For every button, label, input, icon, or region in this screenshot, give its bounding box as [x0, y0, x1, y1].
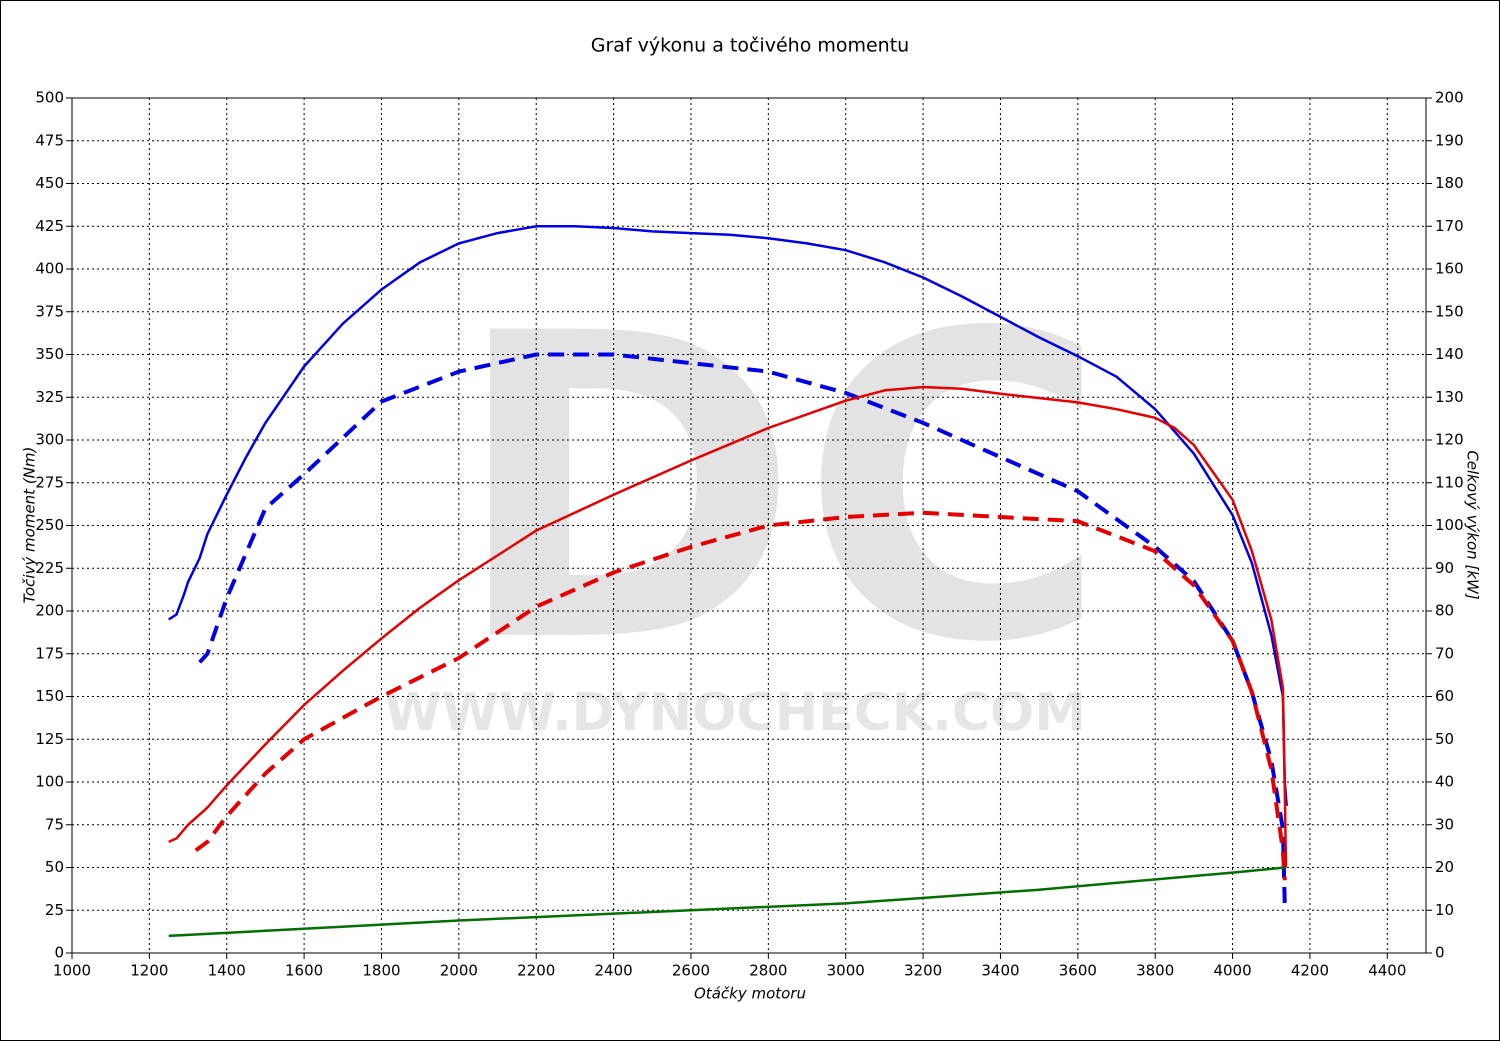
y-tick-label: 300 [35, 431, 64, 449]
y2-tick-label: 190 [1435, 131, 1464, 149]
y2-tick-label: 10 [1435, 901, 1454, 919]
y2-tick-label: 20 [1435, 858, 1454, 876]
y2-tick-label: 50 [1435, 730, 1454, 748]
x-tick-label: 3400 [981, 962, 1019, 980]
x-tick-label: 2000 [440, 962, 478, 980]
y-tick-label: 250 [35, 516, 64, 534]
y2-tick-label: 170 [1435, 217, 1464, 235]
series-line [198, 352, 1287, 907]
y-tick-label: 25 [45, 901, 64, 919]
watermark-logo: DC [452, 246, 1109, 735]
y2-tick-label: 130 [1435, 388, 1464, 406]
y2-tick-label: 70 [1435, 644, 1454, 662]
y-tick-label: 375 [35, 302, 64, 320]
x-tick-label: 3000 [827, 962, 865, 980]
y2-tick-label: 30 [1435, 815, 1454, 833]
y-tick-label: 225 [35, 559, 64, 577]
y2-tick-label: 60 [1435, 687, 1454, 705]
series-line [168, 866, 1285, 938]
x-axis-label: Otáčky motoru [694, 985, 806, 1003]
y2-tick-label: 120 [1435, 431, 1464, 449]
y-axis-label: Točivý moment (Nm) [21, 447, 39, 604]
y-tick-label: 75 [45, 815, 64, 833]
plot-border [71, 97, 1427, 954]
x-tick-label: 2400 [595, 962, 633, 980]
y-tick-label: 325 [35, 388, 64, 406]
x-tick-label: 1000 [53, 962, 91, 980]
y2-tick-label: 160 [1435, 260, 1464, 278]
y-tick-label: 450 [35, 174, 64, 192]
x-tick-label: 1600 [285, 962, 323, 980]
x-tick-label: 4200 [1291, 962, 1329, 980]
series-line [194, 510, 1287, 881]
y2-tick-label: 80 [1435, 602, 1454, 620]
y-tick-label: 175 [35, 644, 64, 662]
y-tick-label: 150 [35, 687, 64, 705]
x-tick-label: 4400 [1368, 962, 1406, 980]
series-line [168, 225, 1288, 806]
y2-tick-label: 90 [1435, 559, 1454, 577]
x-tick-label: 2600 [672, 962, 710, 980]
y-tick-label: 50 [45, 858, 64, 876]
x-tick-label: 2800 [749, 962, 787, 980]
x-tick-label: 1800 [362, 962, 400, 980]
y-tick-label: 125 [35, 730, 64, 748]
chart-title: Graf výkonu a točivého momentu [591, 35, 909, 57]
y-tick-label: 0 [54, 944, 64, 962]
y-tick-label: 475 [35, 131, 64, 149]
y2-tick-label: 140 [1435, 345, 1464, 363]
y-tick-label: 400 [35, 260, 64, 278]
y2-axis-label: Celkový výkon [kW] [1464, 450, 1482, 600]
series-line [168, 385, 1288, 868]
y-tick-label: 200 [35, 602, 64, 620]
y-tick-label: 275 [35, 473, 64, 491]
y-tick-label: 500 [35, 89, 64, 107]
x-tick-label: 3600 [1059, 962, 1097, 980]
y-tick-label: 100 [35, 773, 64, 791]
y2-tick-label: 150 [1435, 302, 1464, 320]
y2-tick-label: 40 [1435, 773, 1454, 791]
y2-tick-label: 180 [1435, 174, 1464, 192]
y2-tick-label: 0 [1435, 944, 1445, 962]
y2-tick-label: 110 [1435, 473, 1464, 491]
x-tick-label: 4000 [1213, 962, 1251, 980]
x-tick-label: 3800 [1136, 962, 1174, 980]
y2-tick-label: 200 [1435, 89, 1464, 107]
y2-tick-label: 100 [1435, 516, 1464, 534]
y-tick-label: 350 [35, 345, 64, 363]
x-tick-label: 1400 [208, 962, 246, 980]
watermark-url: WWW.DYNOCHECK.COM [384, 683, 1086, 743]
x-tick-label: 3200 [904, 962, 942, 980]
x-tick-label: 1200 [130, 962, 168, 980]
y-tick-label: 425 [35, 217, 64, 235]
x-tick-label: 2200 [517, 962, 555, 980]
